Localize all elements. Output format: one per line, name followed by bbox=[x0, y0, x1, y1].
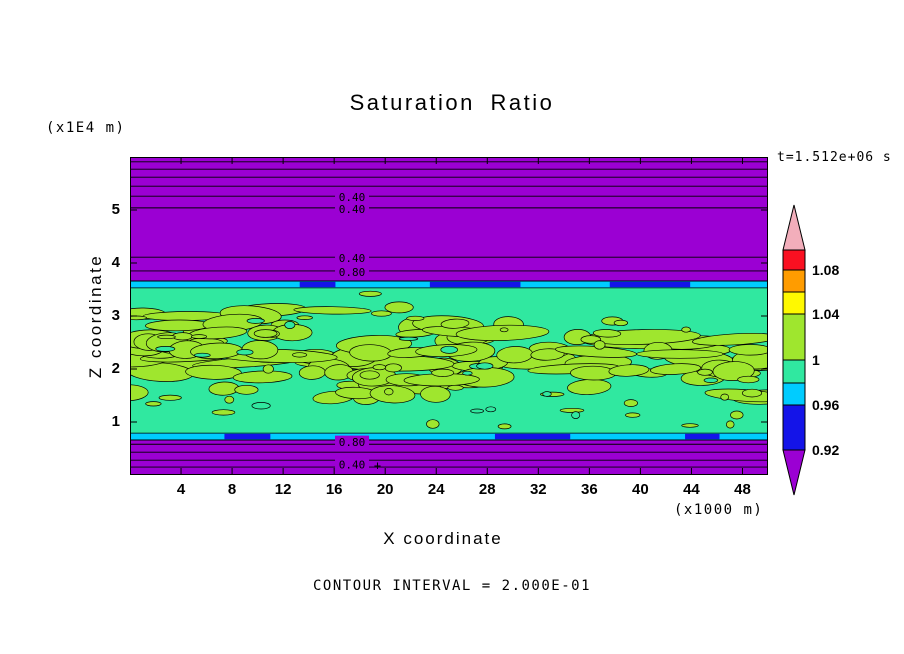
supersaturation-patches bbox=[131, 290, 767, 430]
x-tick-label: 12 bbox=[274, 481, 292, 498]
y-axis-unit-label: (x1E4 m) bbox=[46, 120, 126, 136]
colorbar-segment-blue bbox=[782, 404, 806, 451]
axis-tick-marks bbox=[130, 157, 768, 475]
y-tick-label: 4 bbox=[111, 254, 120, 271]
colorbar-tick-label: 1 bbox=[812, 352, 820, 368]
x-axis-title: X coordinate bbox=[383, 529, 503, 548]
contour-line-label: 0.40 bbox=[339, 252, 366, 265]
chart-title: Saturation Ratio bbox=[349, 90, 555, 115]
colorbar-tick-label: 0.96 bbox=[812, 397, 840, 413]
x-tick-label: 28 bbox=[478, 481, 496, 498]
contour-labels: 0.400.400.400.800.800.40 + bbox=[335, 190, 381, 472]
x-tick-label: 32 bbox=[529, 481, 547, 498]
x-tick-label: 24 bbox=[427, 481, 445, 498]
x-tick-label: 48 bbox=[734, 481, 751, 498]
colorbar-tick-label: 0.92 bbox=[812, 442, 840, 458]
contour-interval-label: CONTOUR INTERVAL = 2.000E-01 bbox=[312, 578, 592, 594]
y-tick-label: 5 bbox=[111, 201, 120, 218]
x-tick-label: 4 bbox=[176, 481, 186, 498]
plot-frame bbox=[130, 157, 768, 475]
colorbar-segment-springgreen bbox=[782, 359, 806, 384]
colorbar-tick-label: 1.04 bbox=[812, 306, 840, 322]
x-tick-label: 36 bbox=[581, 481, 598, 498]
x-tick-label: 40 bbox=[632, 481, 649, 498]
time-annotation: t=1.512e+06 s bbox=[777, 150, 892, 165]
colorbar-segment-yellow bbox=[782, 291, 806, 315]
minimum-marker: + bbox=[374, 458, 381, 472]
colorbar-segment-orange bbox=[782, 269, 806, 293]
dry-region-contour-lines bbox=[130, 161, 768, 468]
contour-line-label: 0.40 bbox=[339, 203, 366, 216]
x-tick-label: 8 bbox=[227, 481, 237, 498]
colorbar-segment-cyan bbox=[782, 382, 806, 406]
contour-line-label: 0.40 bbox=[339, 458, 366, 471]
colorbar-segment-red bbox=[782, 249, 806, 271]
contour-line-label: 0.40 bbox=[339, 191, 366, 204]
colorbar bbox=[782, 204, 806, 496]
colorbar-segment-purple bbox=[782, 449, 806, 496]
contour-plot: 0.400.400.400.800.800.40 + bbox=[130, 157, 768, 475]
colorbar-tick-label: 1.08 bbox=[812, 262, 840, 278]
x-tick-label: 44 bbox=[683, 481, 700, 498]
x-tick-label: 20 bbox=[376, 481, 394, 498]
y-tick-label: 2 bbox=[111, 360, 120, 377]
y-tick-label: 3 bbox=[111, 307, 120, 324]
x-axis-unit-label: (x1000 m) bbox=[674, 502, 764, 518]
contour-line-label: 0.80 bbox=[339, 266, 366, 279]
colorbar-segment-pink bbox=[782, 204, 806, 251]
x-tick-label: 16 bbox=[325, 481, 343, 498]
y-tick-label: 1 bbox=[111, 413, 120, 430]
colorbar-segment-greenyellow bbox=[782, 313, 806, 361]
contour-line-label: 0.80 bbox=[339, 436, 366, 449]
